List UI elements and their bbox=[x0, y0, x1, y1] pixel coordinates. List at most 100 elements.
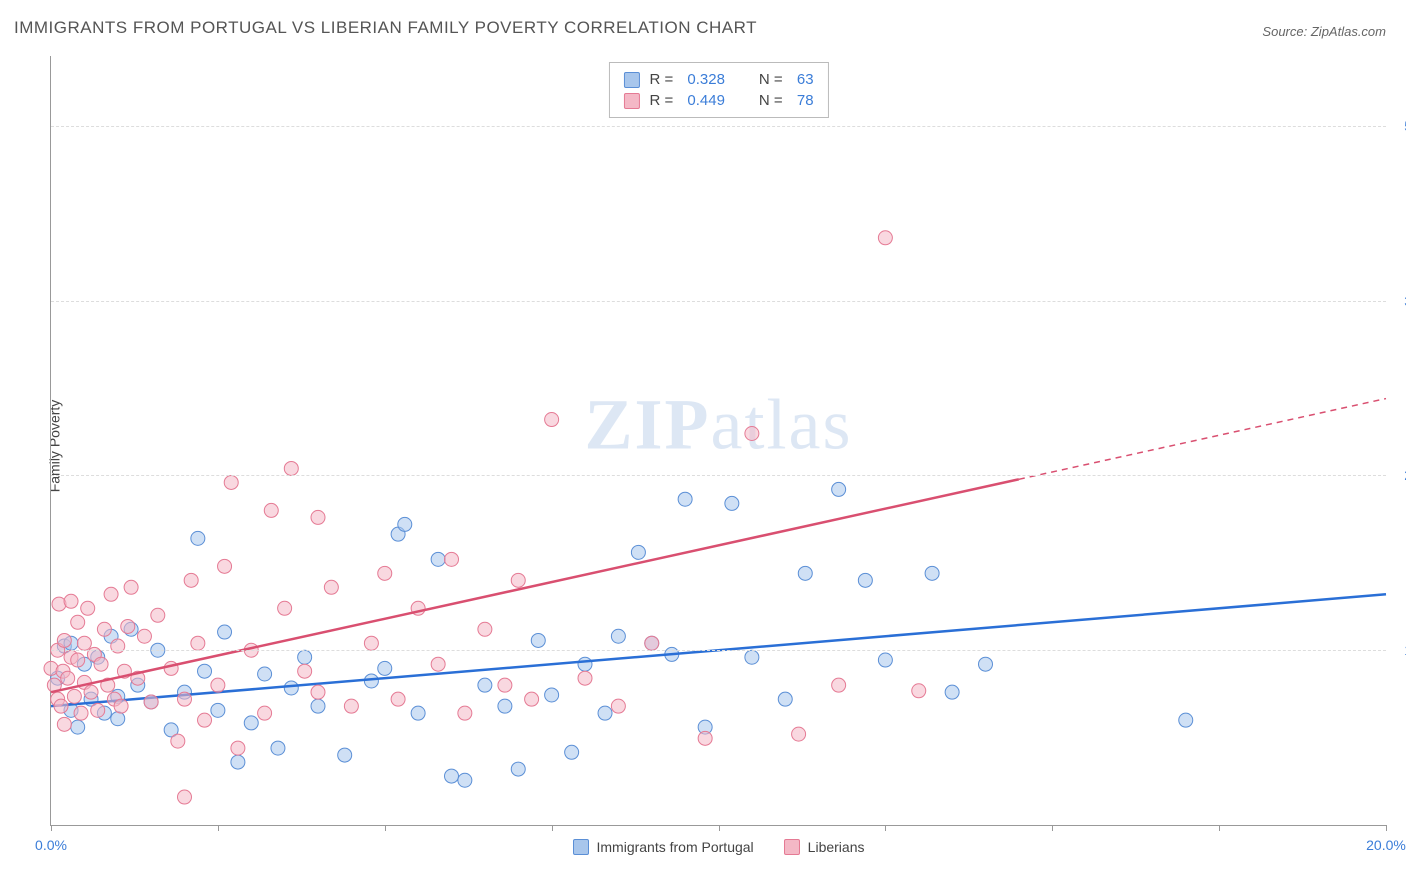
data-point bbox=[878, 231, 892, 245]
data-point bbox=[298, 650, 312, 664]
x-tick bbox=[51, 825, 52, 831]
data-point bbox=[264, 503, 278, 517]
data-point bbox=[792, 727, 806, 741]
data-point bbox=[191, 531, 205, 545]
data-point bbox=[431, 657, 445, 671]
data-point bbox=[77, 636, 91, 650]
data-point bbox=[211, 678, 225, 692]
stat-r-label: R = bbox=[649, 71, 677, 88]
data-point bbox=[565, 745, 579, 759]
data-point bbox=[431, 552, 445, 566]
stat-n-label: N = bbox=[759, 92, 787, 109]
data-point bbox=[545, 688, 559, 702]
stat-r-label: R = bbox=[649, 92, 677, 109]
data-point bbox=[1179, 713, 1193, 727]
gridline-h bbox=[51, 126, 1386, 127]
legend-label: Immigrants from Portugal bbox=[597, 839, 754, 855]
data-point bbox=[511, 573, 525, 587]
data-point bbox=[121, 619, 135, 633]
data-point bbox=[545, 413, 559, 427]
data-point bbox=[598, 706, 612, 720]
data-point bbox=[271, 741, 285, 755]
stats-row: R = 0.449N = 78 bbox=[623, 90, 813, 111]
data-point bbox=[511, 762, 525, 776]
data-point bbox=[324, 580, 338, 594]
data-point bbox=[211, 703, 225, 717]
data-point bbox=[61, 671, 75, 685]
legend-swatch bbox=[573, 839, 589, 855]
data-point bbox=[912, 684, 926, 698]
data-point bbox=[278, 601, 292, 615]
trend-line-dashed bbox=[1019, 399, 1386, 480]
series-swatch bbox=[623, 93, 639, 109]
x-tick bbox=[218, 825, 219, 831]
bottom-legend: Immigrants from Portugal Liberians bbox=[573, 839, 865, 855]
data-point bbox=[284, 461, 298, 475]
data-point bbox=[311, 699, 325, 713]
data-point bbox=[71, 720, 85, 734]
chart-svg bbox=[51, 56, 1386, 825]
data-point bbox=[151, 608, 165, 622]
x-tick-label: 0.0% bbox=[35, 837, 67, 853]
data-point bbox=[531, 633, 545, 647]
data-point bbox=[745, 427, 759, 441]
data-point bbox=[74, 706, 88, 720]
data-point bbox=[57, 717, 71, 731]
data-point bbox=[64, 594, 78, 608]
stat-r-value: 0.328 bbox=[687, 71, 725, 88]
data-point bbox=[478, 678, 492, 692]
data-point bbox=[171, 734, 185, 748]
data-point bbox=[94, 657, 108, 671]
data-point bbox=[832, 482, 846, 496]
x-tick bbox=[719, 825, 720, 831]
x-tick bbox=[885, 825, 886, 831]
data-point bbox=[191, 636, 205, 650]
chart-title: IMMIGRANTS FROM PORTUGAL VS LIBERIAN FAM… bbox=[14, 18, 757, 38]
data-point bbox=[231, 755, 245, 769]
data-point bbox=[578, 657, 592, 671]
legend-label: Liberians bbox=[808, 839, 865, 855]
data-point bbox=[81, 601, 95, 615]
data-point bbox=[91, 703, 105, 717]
data-point bbox=[137, 629, 151, 643]
data-point bbox=[144, 695, 158, 709]
data-point bbox=[458, 706, 472, 720]
data-point bbox=[198, 664, 212, 678]
data-point bbox=[578, 671, 592, 685]
data-point bbox=[378, 661, 392, 675]
gridline-h bbox=[51, 650, 1386, 651]
data-point bbox=[178, 692, 192, 706]
data-point bbox=[114, 699, 128, 713]
source-name: ZipAtlas.com bbox=[1311, 24, 1386, 39]
data-point bbox=[97, 622, 111, 636]
stat-n-value: 78 bbox=[797, 92, 814, 109]
data-point bbox=[124, 580, 138, 594]
data-point bbox=[945, 685, 959, 699]
stats-row: R = 0.328 N = 63 bbox=[623, 69, 813, 90]
data-point bbox=[364, 674, 378, 688]
data-point bbox=[284, 681, 298, 695]
gridline-h bbox=[51, 301, 1386, 302]
gridline-h bbox=[51, 475, 1386, 476]
data-point bbox=[71, 615, 85, 629]
data-point bbox=[798, 566, 812, 580]
correlation-stats-box: R = 0.328 N = 63 R = 0.449N = 78 bbox=[608, 62, 828, 118]
data-point bbox=[218, 559, 232, 573]
data-point bbox=[84, 685, 98, 699]
x-tick bbox=[552, 825, 553, 831]
data-point bbox=[198, 713, 212, 727]
data-point bbox=[745, 650, 759, 664]
x-tick bbox=[1219, 825, 1220, 831]
data-point bbox=[778, 692, 792, 706]
legend-item: Liberians bbox=[784, 839, 865, 855]
data-point bbox=[445, 552, 459, 566]
data-point bbox=[458, 773, 472, 787]
data-point bbox=[311, 510, 325, 524]
data-point bbox=[111, 712, 125, 726]
stat-n-label: N = bbox=[759, 71, 787, 88]
stat-n-value: 63 bbox=[797, 71, 814, 88]
data-point bbox=[832, 678, 846, 692]
data-point bbox=[71, 653, 85, 667]
data-point bbox=[184, 573, 198, 587]
data-point bbox=[725, 496, 739, 510]
